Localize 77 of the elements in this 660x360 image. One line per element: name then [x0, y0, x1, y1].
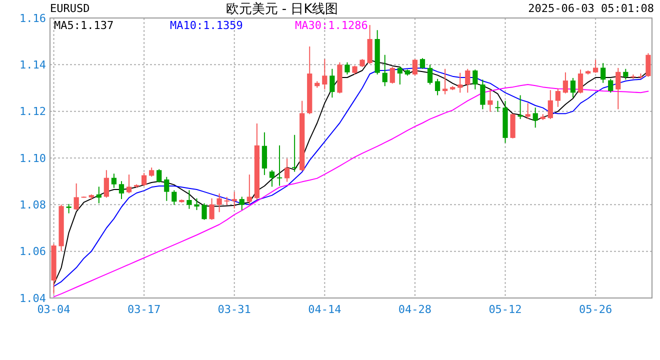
candlestick [397, 66, 402, 85]
y-tick-label: 1.12 [20, 105, 46, 118]
candlestick [427, 64, 433, 85]
candlestick [465, 68, 470, 94]
candlestick [322, 58, 328, 90]
candlestick [284, 158, 290, 182]
candlestick [149, 167, 154, 178]
candlestick [66, 203, 72, 214]
candlestick [525, 102, 530, 120]
candlestick [442, 68, 448, 95]
candlestick [548, 90, 553, 120]
candlestick [330, 68, 335, 98]
candlestick [246, 174, 252, 206]
candlestick [623, 68, 628, 80]
candlestick [480, 79, 486, 110]
candlestick [434, 78, 440, 96]
candlestick [458, 72, 463, 94]
candlestick [96, 186, 102, 204]
candlestick [570, 77, 576, 98]
candlestick [382, 54, 388, 87]
x-tick-label: 03-04 [37, 303, 71, 316]
candlestick [269, 170, 275, 188]
candlestick [104, 170, 109, 198]
candlestick [209, 198, 214, 220]
candlestick [510, 113, 516, 139]
text: 2025-06-03 05:01:08 [528, 2, 654, 15]
candlestick [495, 100, 500, 112]
candlestick [616, 67, 621, 110]
x-tick-label: 05-12 [488, 303, 522, 316]
candlestick [562, 72, 568, 94]
y-tick-label: 1.06 [20, 245, 46, 258]
candlestick [262, 132, 268, 176]
candlestick [488, 88, 493, 112]
candlestick [216, 192, 222, 213]
candlestick [555, 88, 560, 108]
text: EURUSD [50, 2, 90, 15]
candlestick [164, 176, 170, 202]
candlestick [412, 58, 418, 76]
candlestick [390, 66, 395, 84]
x-tick-label: 04-28 [398, 303, 432, 316]
text: MA5:1.137 [54, 19, 114, 32]
candlestick [600, 62, 606, 84]
candlestick [646, 52, 651, 78]
candlestick [420, 58, 426, 70]
candlestick [344, 62, 350, 75]
y-tick-label: 1.14 [20, 58, 46, 72]
candlestick [111, 173, 117, 188]
candlestick [156, 168, 162, 183]
candlestick [142, 172, 147, 186]
candlestick [172, 190, 177, 206]
candlestick [292, 134, 298, 172]
x-tick-label: 04-14 [308, 303, 342, 316]
candlestick [126, 174, 132, 194]
y-tick-label: 1.04 [20, 292, 46, 305]
candlestick [202, 202, 207, 220]
candlestick [74, 182, 79, 211]
candlestick [518, 94, 523, 120]
candlestick [472, 69, 478, 90]
y-tick-label: 1.16 [20, 12, 46, 25]
candlestick [194, 198, 200, 211]
text: MA10:1.1359 [170, 19, 243, 32]
y-tick-label: 1.08 [20, 198, 46, 212]
x-tick-label: 03-31 [218, 303, 251, 316]
candlestick [232, 191, 237, 209]
candlestick [578, 69, 584, 94]
text: MA30:1.1286 [295, 19, 368, 32]
candlestick [118, 180, 124, 200]
chart-title: 欧元美元 - 日K线图 [226, 1, 338, 17]
y-tick-label: 1.10 [20, 152, 46, 165]
candlestick [608, 78, 614, 94]
candlestick [276, 144, 282, 186]
candlestick [239, 196, 244, 211]
candlestick [532, 107, 538, 128]
x-tick-label: 03-17 [128, 303, 161, 316]
x-tick-label: 05-26 [579, 303, 612, 316]
candlestick [593, 59, 598, 74]
candlestick [186, 190, 192, 210]
